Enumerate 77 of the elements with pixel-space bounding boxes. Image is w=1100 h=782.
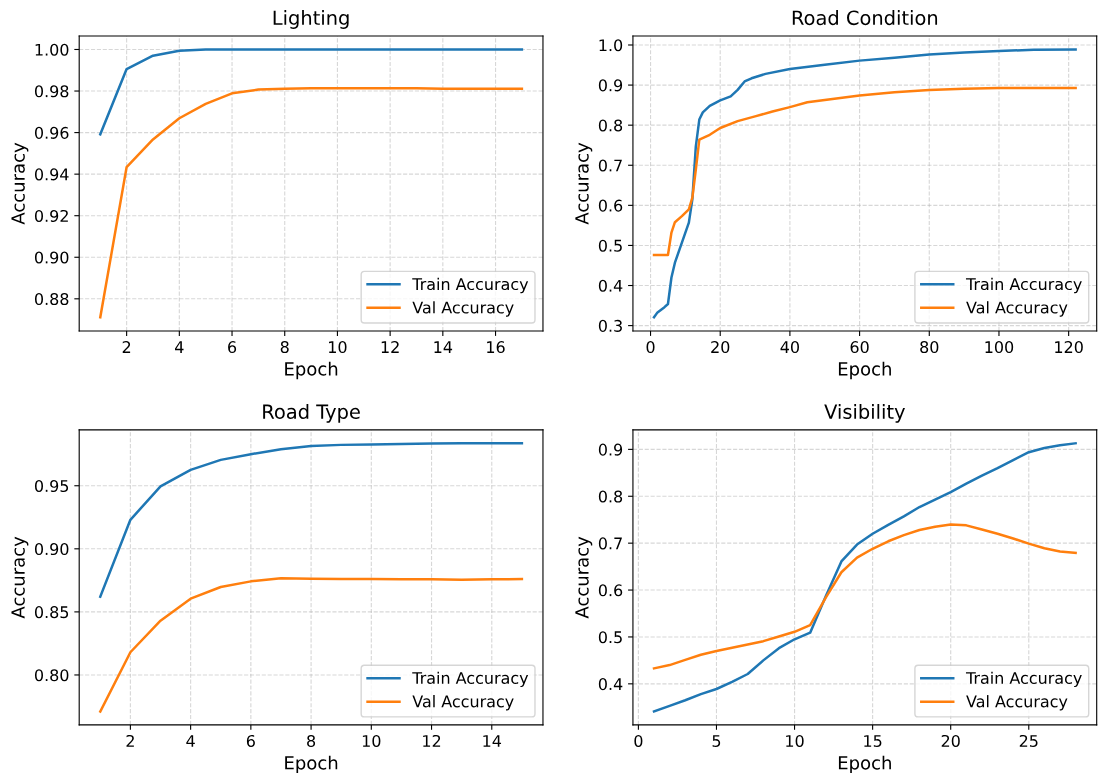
y-axis-title: Accuracy	[11, 536, 29, 619]
legend-label: Train Accuracy	[412, 671, 529, 688]
x-tick-label: 2	[122, 341, 131, 353]
x-axis-title: Epoch	[838, 361, 891, 380]
x-tick-label: 6	[246, 734, 255, 747]
legend-label: Val Accuracy	[966, 695, 1068, 711]
x-tick-label: 8	[307, 734, 316, 747]
y-tick-label: 0.6	[598, 584, 623, 597]
y-tick-label: 0.94	[34, 168, 69, 181]
x-tick-label: 20	[711, 341, 730, 354]
chart-title: Visibility	[824, 403, 905, 423]
y-tick-label: 0.8	[598, 119, 623, 132]
x-tick-label: 12	[423, 734, 441, 747]
x-axis-title: Epoch	[285, 361, 338, 380]
x-tick-label: 120	[1055, 341, 1083, 354]
x-tick-label: 6	[228, 341, 237, 354]
x-tick-label: 0	[646, 341, 655, 354]
x-tick-label: 40	[780, 341, 800, 354]
y-tick-label: 0.9	[598, 79, 623, 92]
x-tick-label: 10	[329, 341, 347, 354]
y-tick-label: 0.98	[34, 85, 69, 98]
legend-label: Val Accuracy	[412, 695, 514, 711]
y-tick-label: 0.96	[34, 126, 69, 139]
y-tick-label: 0.5	[598, 631, 622, 644]
y-tick-label: 0.8	[598, 490, 623, 503]
y-tick-label: 0.80	[34, 669, 69, 682]
x-tick-label: 14	[434, 341, 453, 353]
chart-title: Lighting	[273, 10, 349, 29]
x-tick-label: 5	[712, 735, 721, 747]
y-tick-label: 0.85	[34, 606, 69, 619]
legend-label: Train Accuracy	[965, 277, 1082, 294]
y-tick-label: 0.88	[34, 293, 69, 306]
x-tick-label: 25	[1019, 734, 1038, 747]
x-tick-label: 20	[941, 734, 960, 747]
x-tick-label: 8	[280, 341, 289, 354]
y-tick-label: 0.7	[598, 537, 622, 550]
x-axis-title: Epoch	[838, 755, 891, 774]
y-tick-label: 0.4	[598, 279, 623, 292]
x-tick-label: 80	[920, 341, 939, 354]
chart-title: Road Condition	[792, 10, 938, 26]
y-tick-label: 0.90	[34, 251, 69, 264]
y-tick-label: 0.90	[34, 543, 69, 556]
line-series	[99, 441, 524, 598]
y-tick-label: 1.00	[35, 43, 69, 56]
y-tick-label: 0.95	[34, 479, 69, 493]
legend-label: Train Accuracy	[965, 671, 1082, 688]
x-axis-title: Epoch	[285, 755, 338, 774]
x-tick-label: 16	[487, 341, 505, 354]
x-tick-label: 4	[175, 341, 184, 353]
line-series	[99, 48, 524, 136]
y-tick-label: 1.0	[599, 39, 623, 52]
x-tick-label: 14	[483, 735, 502, 747]
x-tick-label: 0	[634, 734, 643, 747]
y-tick-label: 0.92	[34, 209, 68, 222]
line-series	[652, 523, 1077, 670]
x-tick-label: 12	[381, 341, 399, 353]
x-tick-label: 10	[362, 734, 381, 747]
y-tick-label: 0.7	[598, 159, 622, 172]
legend-label: Val Accuracy	[412, 301, 514, 317]
y-tick-label: 0.3	[598, 319, 622, 332]
y-axis-title: Accuracy	[575, 142, 593, 225]
x-tick-label: 10	[786, 734, 804, 747]
legend-label: Train Accuracy	[412, 277, 529, 294]
legend-label: Val Accuracy	[966, 301, 1068, 317]
y-axis-title: Accuracy	[575, 536, 593, 619]
x-tick-label: 100	[985, 341, 1014, 354]
line-series	[652, 86, 1077, 257]
x-tick-label: 4	[186, 735, 195, 747]
y-tick-label: 0.4	[598, 678, 623, 691]
y-tick-label: 0.9	[598, 443, 623, 456]
y-axis-title: Accuracy	[11, 142, 29, 225]
x-tick-label: 15	[864, 735, 882, 747]
x-tick-label: 60	[850, 341, 869, 354]
x-tick-label: 2	[126, 734, 134, 747]
y-tick-label: 0.5	[598, 239, 622, 252]
y-tick-label: 0.6	[598, 199, 623, 212]
chart-title: Road Type	[263, 403, 360, 423]
